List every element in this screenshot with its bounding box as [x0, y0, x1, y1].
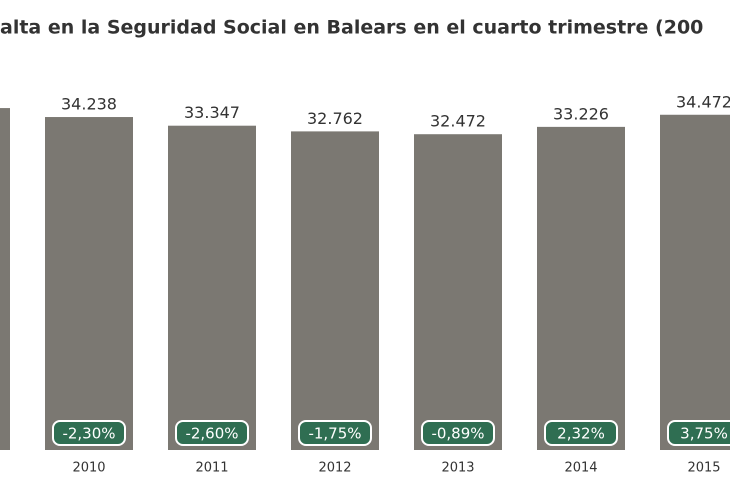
x-tick-label: 2014: [564, 461, 597, 476]
change-badge: [544, 420, 618, 446]
value-label: 33.226: [553, 104, 609, 123]
value-label: 32.762: [307, 109, 363, 128]
change-label: -2,30%: [62, 425, 115, 443]
x-tick-label: 2012: [318, 461, 351, 476]
bar: [660, 114, 730, 450]
bar: [0, 108, 10, 450]
x-tick-label: 2015: [687, 461, 720, 476]
change-badge: [667, 420, 730, 446]
bar: [45, 117, 133, 450]
change-badge: [298, 420, 372, 446]
value-label: 34.238: [61, 95, 117, 114]
change-label: 2,32%: [557, 425, 605, 443]
change-badge: [52, 420, 126, 446]
x-tick-label: 2013: [441, 461, 474, 476]
change-label: -0,89%: [431, 425, 484, 443]
bar: [537, 126, 625, 451]
value-label: 32.472: [430, 112, 486, 131]
change-badge: [421, 420, 495, 446]
change-label: -2,60%: [185, 425, 238, 443]
bar: [414, 134, 502, 451]
x-tick-label: 2010: [72, 461, 105, 476]
bar: [168, 125, 256, 450]
change-label: -1,75%: [308, 425, 361, 443]
change-badge: [175, 420, 249, 446]
bar: [291, 131, 379, 450]
chart-title: alta en la Seguridad Social en Balears e…: [0, 17, 703, 39]
x-tick-label: 2011: [195, 461, 228, 476]
value-label: 33.347: [184, 103, 240, 122]
value-label: 34.472: [676, 92, 730, 111]
change-label: 3,75%: [680, 425, 728, 443]
